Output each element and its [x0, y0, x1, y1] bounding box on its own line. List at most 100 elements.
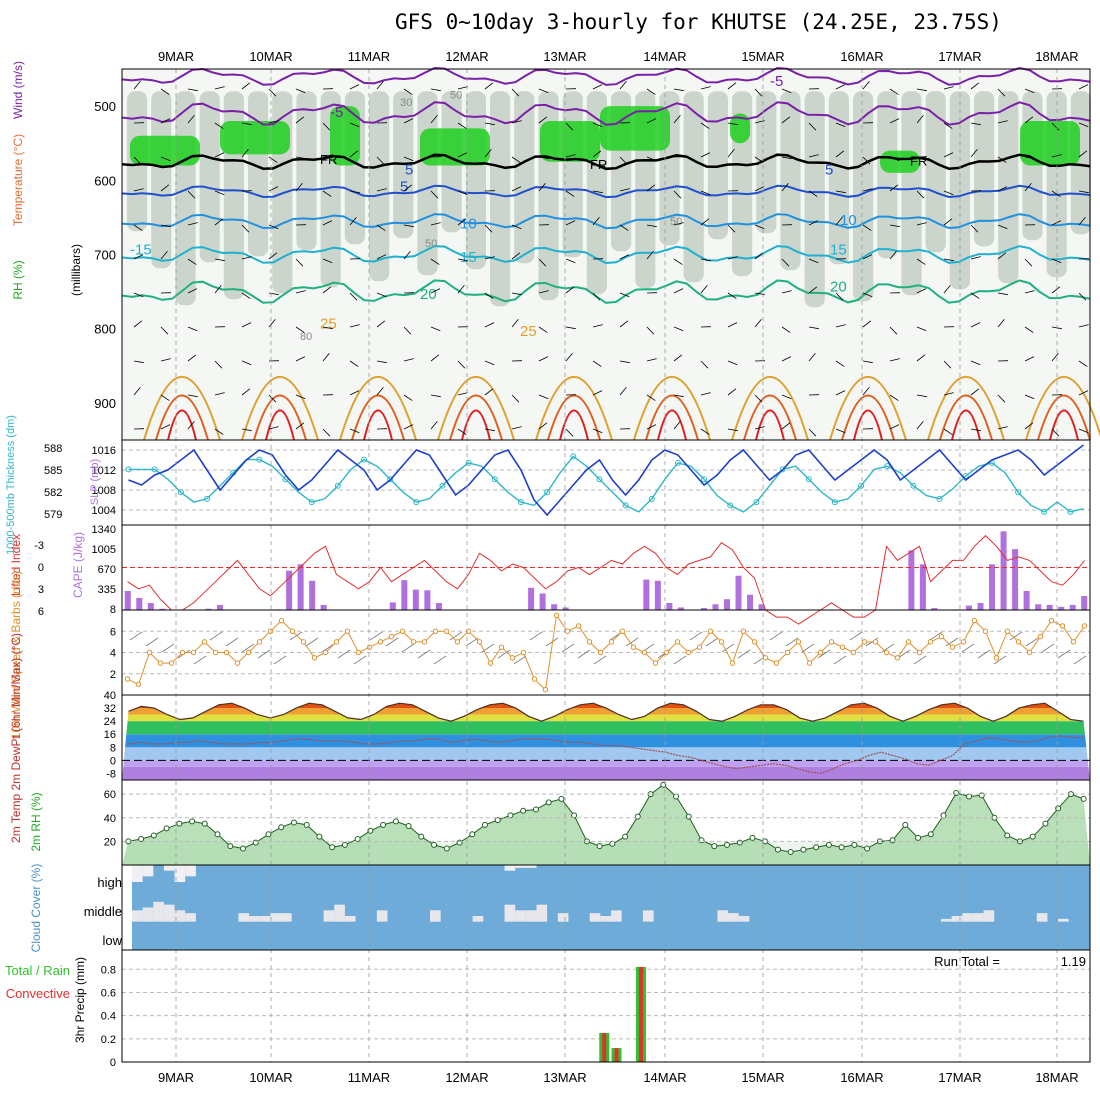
wind10m-barb [385, 637, 399, 647]
wind10m-marker [388, 633, 395, 640]
wind-barb [619, 254, 630, 260]
date-label-bottom: 11MAR [348, 1070, 390, 1085]
cloud-axis-label: Cloud Cover (%) [29, 864, 43, 953]
wind10m-marker [245, 649, 252, 656]
rh-marker [227, 843, 234, 850]
wind-barb [160, 224, 171, 228]
wind-barb [187, 421, 195, 430]
wind10m-marker [586, 639, 593, 645]
slp-line [128, 444, 1084, 517]
wind-barb [970, 122, 981, 126]
wind-barb [295, 422, 305, 430]
wind-barb [403, 424, 414, 430]
cape-bar [1058, 606, 1065, 610]
temp-contour-30 [743, 394, 797, 441]
wind-barb [268, 88, 277, 97]
wind-barb [592, 390, 603, 396]
wind-barb [133, 320, 143, 328]
wind-barb [916, 354, 926, 362]
date-label-bottom: 18MAR [1035, 1070, 1078, 1085]
cape-bar [551, 604, 558, 610]
wind10m-marker [146, 649, 153, 656]
wind-barb [1051, 286, 1061, 294]
precip-axis-label: 3hr Precip (mm) [73, 957, 87, 1043]
rh-marker [418, 833, 425, 840]
rh-marker [813, 844, 820, 851]
wind-barb [538, 422, 548, 430]
wind-barb [160, 156, 171, 162]
wind-barb [997, 88, 1006, 97]
wind-barb [295, 258, 304, 267]
cloud-middle-bar [163, 904, 175, 922]
cape-bar [1081, 596, 1088, 610]
lifted-index-line [127, 534, 1085, 625]
wind-barb [619, 387, 627, 396]
date-label-top: 13MAR [543, 49, 586, 64]
cape-bar [401, 580, 408, 610]
wind-barb [376, 292, 387, 298]
date-label-bottom: 9MAR [158, 1070, 194, 1085]
wind-barb [1024, 356, 1035, 362]
wind-barb [376, 156, 385, 165]
wind-barb [673, 394, 684, 398]
wind-barb [943, 152, 954, 158]
wind-tick-label: 4 [110, 648, 116, 660]
wind10m-marker [124, 676, 131, 682]
wind-barb [538, 290, 549, 294]
wind10m-marker [1081, 623, 1088, 629]
temp-band [122, 760, 1090, 767]
rh-marker [240, 845, 246, 852]
wind-barb [700, 258, 711, 262]
wind-barb [295, 116, 305, 124]
rh-shade-gray [175, 91, 196, 306]
wind-barb [430, 421, 438, 430]
wind10m-barb [193, 655, 207, 665]
rh-marker [634, 813, 641, 820]
cloud-middle-bar [249, 916, 260, 922]
rh-marker [482, 821, 488, 828]
rh-marker [673, 793, 680, 800]
wind-barb [268, 156, 278, 163]
thickness-marker [177, 489, 184, 496]
pressure-tick-label: 900 [94, 396, 116, 411]
thickness-marker [622, 502, 629, 509]
cloud-middle-bar [1036, 913, 1048, 922]
wind-contour-5-lower [121, 101, 1091, 126]
date-label-top: 18MAR [1035, 49, 1078, 64]
wind-barb [754, 252, 764, 260]
temp-contour-label: 20 [830, 279, 847, 296]
wind-barb [808, 428, 817, 437]
wind-barb [727, 322, 738, 328]
cape-bar [977, 603, 984, 610]
wind-barb [457, 392, 468, 396]
rh-marker [953, 789, 960, 796]
cloud-middle-bar [611, 910, 622, 922]
wind-barb [268, 224, 279, 230]
temp-contour-5 [121, 184, 1091, 199]
wind-barb [376, 360, 387, 364]
wind-barb [160, 394, 170, 401]
wind-barb [592, 190, 603, 194]
cape-bar [389, 602, 396, 610]
wind10m-barb [465, 637, 479, 647]
thickness-marker [308, 499, 315, 506]
temp-contour-35 [951, 409, 981, 441]
wind-barb [700, 218, 710, 226]
wind-barb [1051, 258, 1062, 264]
wind-barb [187, 88, 198, 92]
wind10m-barb [977, 649, 991, 659]
wind10m-barb [1041, 643, 1055, 653]
rh-marker [405, 823, 412, 830]
wind-barb [268, 319, 276, 328]
rh-marker [800, 846, 807, 853]
wind-barb [565, 122, 574, 131]
wind-barb [160, 424, 171, 430]
wind-barb [403, 251, 411, 260]
rh-shade-green [330, 106, 360, 166]
wind10m-marker [289, 628, 296, 634]
cloud-high-bar [132, 865, 143, 882]
thickness-marker [805, 476, 812, 483]
wind-barb [187, 394, 198, 398]
cape-bar [1012, 549, 1019, 610]
wind-barb [916, 394, 927, 398]
